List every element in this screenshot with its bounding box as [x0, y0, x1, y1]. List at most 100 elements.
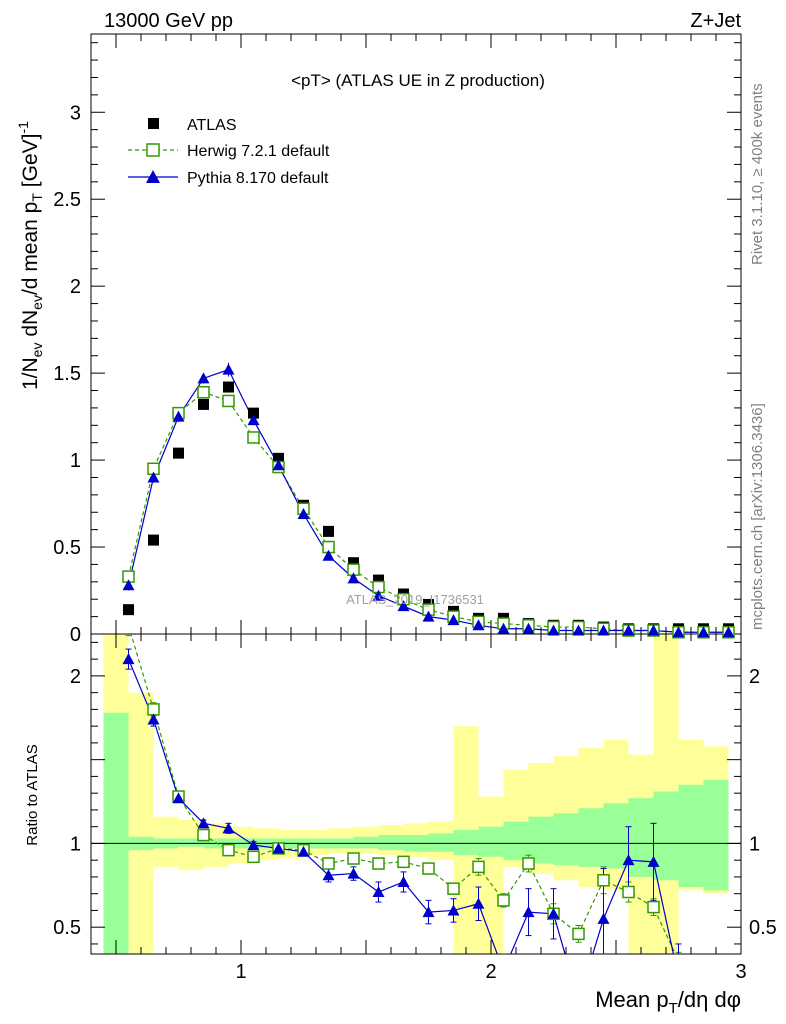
pythia-ratio-point	[622, 854, 635, 866]
herwig-point	[247, 431, 260, 444]
pythia-point	[522, 622, 535, 634]
ratio-band-green	[428, 833, 454, 852]
herwig-ratio-point	[647, 900, 660, 914]
ratio-ylabel: Ratio to ATLAS	[24, 744, 41, 845]
x-tick-label: 2	[485, 961, 496, 983]
pythia-ratio-point	[122, 653, 135, 665]
analysis-watermark: ATLAS_2019_I1736531	[346, 592, 484, 607]
atlas-point	[173, 447, 184, 459]
herwig-ratio-point	[147, 703, 160, 716]
pythia-point	[672, 626, 685, 638]
ratio-band-green	[178, 838, 204, 847]
pythia-point	[372, 589, 385, 601]
pythia-ratio-point	[172, 792, 185, 804]
main-series	[122, 362, 735, 639]
pythia-ratio-point	[597, 912, 610, 924]
pythia-point	[572, 624, 585, 636]
main-ylabel: 1/Nev dNev/d mean pT [GeV]-1	[15, 121, 45, 390]
atlas-point	[198, 398, 209, 410]
pythia-ratio-point	[372, 886, 385, 898]
xlabel: Mean pT/dη dφ	[595, 987, 741, 1017]
herwig-ratio-point	[222, 843, 235, 857]
herwig-ratio-point	[247, 850, 260, 864]
pythia-point	[472, 619, 485, 631]
ratio-band-green	[103, 712, 129, 954]
pythia-ratio-point	[247, 839, 260, 851]
ratio-band-green	[678, 784, 704, 887]
pythia-ratio-point	[647, 855, 660, 867]
y-tick-label-right: 0.5	[749, 917, 777, 939]
herwig-ratio-point	[572, 927, 585, 941]
pythia-point	[497, 622, 510, 634]
pythia-ratio-point	[498, 965, 510, 976]
y-tick-label: 1.5	[53, 363, 81, 385]
legend: ATLAS Herwig 7.2.1 default Pythia 8.170 …	[128, 117, 330, 187]
ratio-band-yellow	[478, 796, 504, 954]
pythia-ratio-point	[347, 867, 360, 879]
herwig-ratio-point	[622, 885, 635, 899]
herwig-point	[222, 394, 235, 408]
pythia-point	[222, 363, 235, 375]
header-right: Z+Jet	[690, 10, 741, 32]
herwig-ratio-point	[522, 857, 535, 870]
pythia-ratio-point	[673, 971, 685, 982]
pythia-ratio-point	[422, 906, 435, 918]
herwig-ratio-point	[347, 852, 360, 865]
main-axes: 0 0.5 1 1.5 2 2.5 3	[53, 34, 742, 646]
legend-label-herwig: Herwig 7.2.1 default	[187, 143, 330, 160]
ratio-band-green	[478, 826, 504, 857]
atlas-point	[323, 525, 334, 537]
ratio-band-green	[653, 791, 679, 881]
herwig-ratio-point	[472, 860, 485, 874]
ratio-band-green	[353, 836, 379, 849]
ratio-uncertainty-bands	[103, 634, 729, 954]
pythia-ratio-point	[197, 817, 210, 829]
plot-title: <pT> (ATLAS UE in Z production)	[291, 71, 545, 90]
pythia-ratio-point	[272, 842, 285, 854]
pythia-point	[422, 610, 435, 622]
y-tick-label: 1	[70, 450, 81, 472]
y-tick-label-right: 2	[749, 666, 760, 688]
pythia-point	[447, 614, 460, 626]
header-left: 13000 GeV pp	[104, 10, 233, 32]
pythia-point	[347, 572, 360, 584]
ratio-band-green	[528, 816, 554, 864]
herwig-ratio-point	[123, 620, 134, 631]
herwig-ratio-point	[322, 857, 335, 870]
atlas-point	[373, 574, 384, 586]
herwig-ratio-point	[422, 862, 435, 875]
x-tick-label: 3	[735, 961, 746, 983]
ratio-series	[122, 620, 685, 982]
mcplots-text: mcplots.cern.ch [arXiv:1306.3436]	[749, 403, 766, 630]
pythia-ratio-point	[447, 904, 460, 916]
ratio-band-green	[453, 830, 479, 856]
atlas-point	[123, 604, 134, 616]
pythia-point	[172, 410, 185, 422]
pythia-ratio-point	[322, 869, 335, 881]
pythia-point	[247, 414, 260, 426]
y-tick-label-right: 1	[749, 833, 760, 855]
x-tick-label: 1	[235, 961, 246, 983]
pythia-ratio-point	[147, 713, 160, 725]
pythia-ratio-point	[397, 875, 410, 887]
atlas-point	[348, 557, 359, 569]
atlas-point	[148, 534, 159, 546]
legend-label-atlas: ATLAS	[187, 117, 237, 134]
y-tick-label: 1	[70, 833, 81, 855]
legend-marker-pythia	[146, 170, 160, 183]
y-tick-label: 3	[70, 102, 81, 124]
y-tick-label: 2	[70, 666, 81, 688]
ratio-band-green	[378, 835, 404, 851]
pythia-point	[322, 549, 335, 561]
pythia-point	[197, 372, 210, 384]
y-tick-label: 0.5	[53, 537, 81, 559]
ratio-band-yellow	[128, 692, 154, 954]
y-tick-label: 0	[70, 624, 81, 646]
ratio-band-green	[553, 813, 579, 866]
atlas-point	[248, 407, 259, 419]
rivet-version-text: Rivet 3.1.10, ≥ 400k events	[749, 83, 766, 265]
pythia-point	[697, 626, 710, 638]
pythia-point	[397, 600, 410, 612]
y-tick-label: 0.5	[53, 917, 81, 939]
herwig-ratio-point	[397, 855, 410, 869]
